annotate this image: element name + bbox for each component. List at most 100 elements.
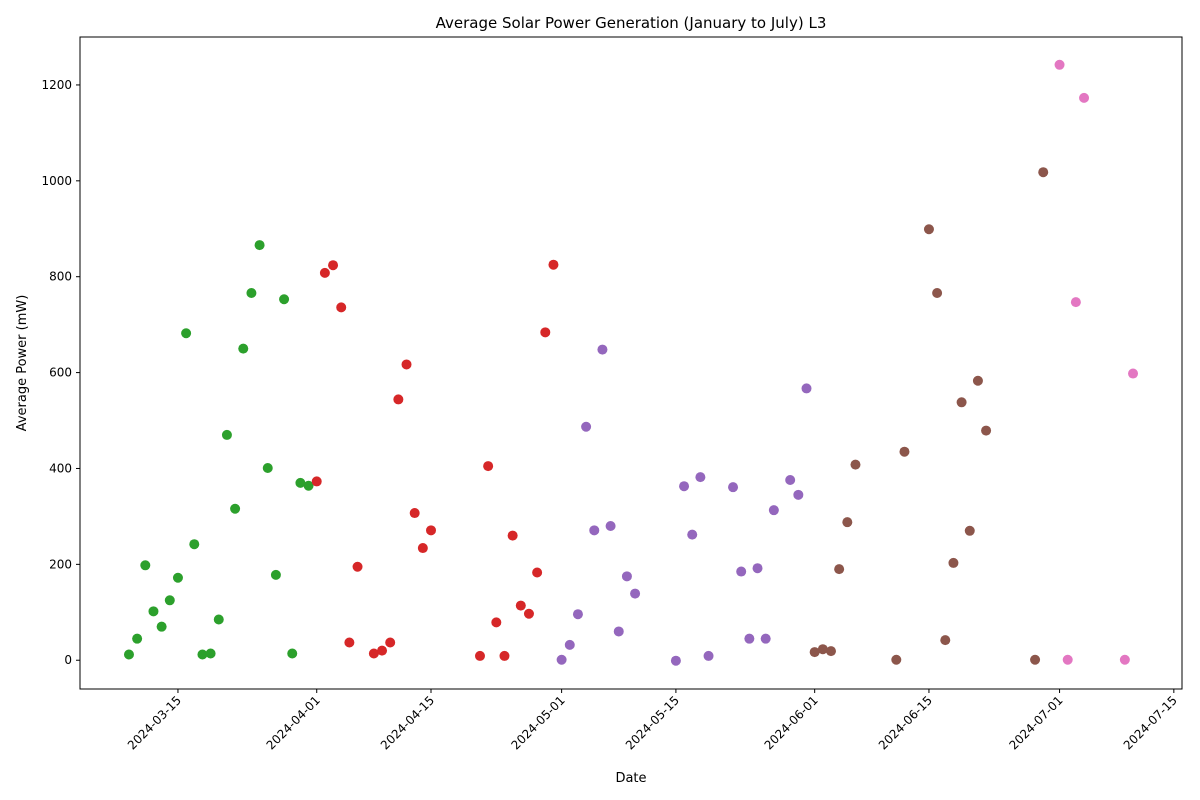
data-point xyxy=(1030,654,1041,665)
data-point xyxy=(132,633,143,644)
data-point xyxy=(189,539,200,550)
y-tick-label: 1200 xyxy=(41,78,72,92)
x-tick-label: 2024-05-01 xyxy=(509,693,568,752)
data-point xyxy=(964,525,975,536)
data-point xyxy=(1079,92,1090,103)
data-point xyxy=(948,557,959,568)
data-point xyxy=(1062,654,1073,665)
data-point xyxy=(319,267,330,278)
data-point xyxy=(621,571,632,582)
y-axis-label: Average Power (mW) xyxy=(15,295,30,432)
data-point xyxy=(817,644,828,655)
data-point xyxy=(581,421,592,432)
data-point xyxy=(230,503,241,514)
data-point xyxy=(670,655,681,666)
data-point xyxy=(409,508,420,519)
x-axis-label: Date xyxy=(615,771,646,786)
data-point xyxy=(238,343,249,354)
data-point xyxy=(940,635,951,646)
data-point xyxy=(842,517,853,528)
data-point xyxy=(899,446,910,457)
data-point xyxy=(393,394,404,405)
y-axis: 0 200 400 600 800 1000 1200 xyxy=(41,78,80,667)
data-point xyxy=(589,525,600,536)
plot-frame xyxy=(79,36,1183,690)
data-point xyxy=(205,648,216,659)
data-point xyxy=(785,474,796,485)
data-point xyxy=(981,425,992,436)
data-point xyxy=(825,646,836,657)
data-point xyxy=(801,383,812,394)
data-point xyxy=(679,481,690,492)
data-point xyxy=(972,375,983,386)
data-point xyxy=(752,563,763,574)
data-point xyxy=(1038,167,1049,178)
data-point xyxy=(564,639,575,650)
data-point xyxy=(287,648,298,659)
data-point xyxy=(246,288,257,299)
data-point xyxy=(572,609,583,620)
data-point xyxy=(540,327,551,338)
data-point xyxy=(352,561,363,572)
data-point xyxy=(630,588,641,599)
x-axis: 2024-03-15 2024-04-01 2024-04-15 2024-05-01… xyxy=(125,689,1180,752)
data-point xyxy=(687,529,698,540)
data-point xyxy=(385,637,396,648)
data-point xyxy=(197,649,208,660)
y-tick-label: 800 xyxy=(49,270,72,284)
data-point xyxy=(744,633,755,644)
data-point xyxy=(605,521,616,531)
data-point xyxy=(148,606,159,617)
data-point xyxy=(850,459,861,470)
data-point xyxy=(123,649,134,660)
x-tick-label: 2024-07-01 xyxy=(1006,693,1065,752)
data-point xyxy=(474,650,485,661)
data-point xyxy=(328,260,339,271)
data-point xyxy=(768,505,779,516)
data-point xyxy=(499,650,510,661)
x-tick-label: 2024-03-15 xyxy=(125,693,184,752)
data-point xyxy=(1128,368,1139,379)
data-point xyxy=(262,462,273,473)
y-tick-label: 600 xyxy=(49,366,72,380)
x-tick-label: 2024-04-01 xyxy=(264,693,323,752)
data-point xyxy=(923,224,934,235)
data-point xyxy=(377,645,388,656)
data-point xyxy=(401,359,412,370)
data-point xyxy=(336,302,347,313)
data-point xyxy=(613,626,624,637)
y-tick-label: 400 xyxy=(49,461,72,475)
data-point xyxy=(703,650,714,661)
data-point xyxy=(303,480,314,491)
chart-title: Average Solar Power Generation (January … xyxy=(436,14,827,32)
data-point xyxy=(532,567,543,578)
data-point xyxy=(368,648,379,659)
data-point xyxy=(793,489,804,500)
x-tick-label: 2024-07-15 xyxy=(1121,693,1180,752)
data-point xyxy=(140,560,151,571)
data-point xyxy=(254,240,265,251)
data-point xyxy=(164,595,175,606)
data-point xyxy=(1119,654,1130,665)
data-point xyxy=(1070,297,1081,308)
x-tick-label: 2024-06-15 xyxy=(876,693,935,752)
data-point xyxy=(311,476,322,487)
data-point xyxy=(760,633,771,644)
y-tick-label: 200 xyxy=(49,557,72,571)
data-point xyxy=(426,525,437,536)
data-point xyxy=(181,328,192,339)
data-point xyxy=(834,564,845,575)
data-point xyxy=(295,477,306,488)
data-point xyxy=(156,621,167,632)
data-point xyxy=(1054,59,1065,70)
data-point xyxy=(956,397,967,408)
data-point xyxy=(344,637,355,648)
x-tick-label: 2024-06-01 xyxy=(762,693,821,752)
data-point xyxy=(809,647,820,658)
data-point xyxy=(279,294,290,305)
data-point xyxy=(483,461,494,472)
data-point xyxy=(728,482,739,493)
data-point xyxy=(417,543,428,554)
data-point xyxy=(695,472,706,483)
